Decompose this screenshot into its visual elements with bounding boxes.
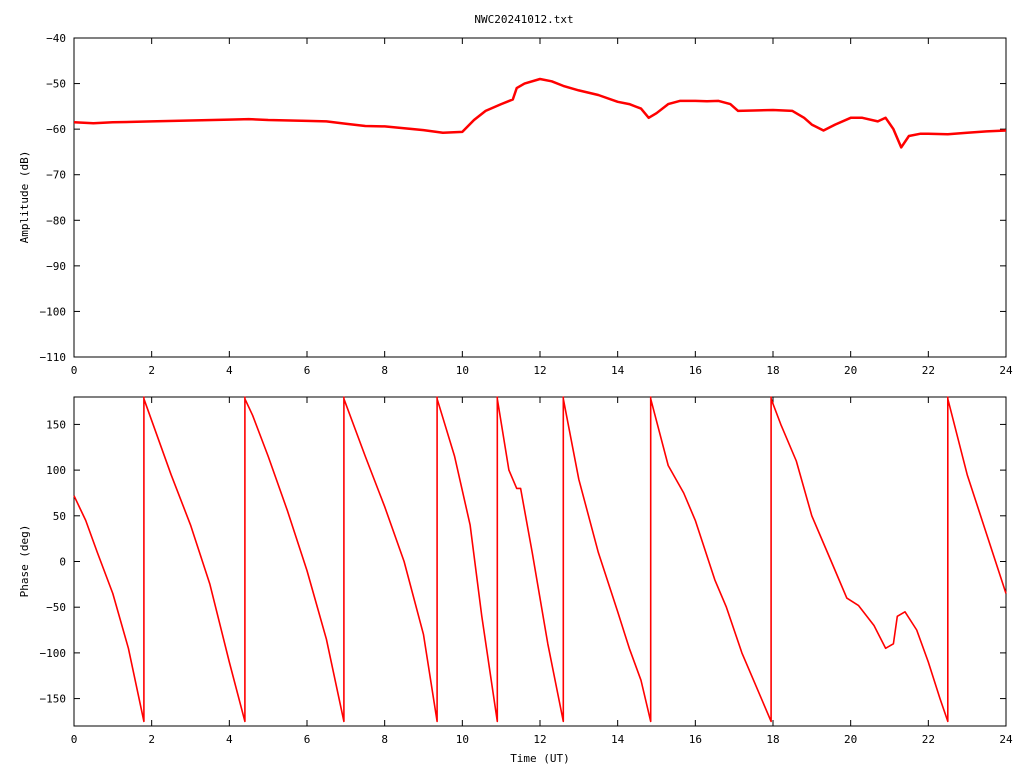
phase-x-tick-label: 14	[611, 733, 625, 746]
phase-x-tick-label: 12	[533, 733, 546, 746]
phase-y-tick-label: 0	[59, 556, 66, 569]
phase-x-tick-label: 22	[922, 733, 935, 746]
amplitude-x-tick-label: 14	[611, 364, 625, 377]
amplitude-x-tick-label: 12	[533, 364, 546, 377]
amplitude-x-tick-label: 0	[71, 364, 78, 377]
amplitude-x-tick-label: 4	[226, 364, 233, 377]
phase-x-tick-label: 20	[844, 733, 857, 746]
amplitude-x-tick-label: 10	[456, 364, 469, 377]
amplitude-x-tick-label: 6	[304, 364, 311, 377]
amplitude-y-tick-label: −90	[46, 260, 66, 273]
phase-y-tick-label: −150	[40, 693, 67, 706]
phase-series-line	[73, 396, 1007, 723]
phase-x-tick-label: 10	[456, 733, 469, 746]
phase-x-tick-label: 4	[226, 733, 233, 746]
amplitude-series-line	[73, 77, 1007, 149]
phase-x-tick-label: 18	[766, 733, 779, 746]
amplitude-y-tick-label: −110	[40, 351, 67, 364]
amplitude-y-tick-label: −50	[46, 78, 66, 91]
amplitude-x-tick-label: 18	[766, 364, 779, 377]
phase-x-tick-label: 16	[689, 733, 702, 746]
phase-y-tick-label: 100	[46, 464, 66, 477]
amplitude-y-tick-label: −100	[40, 305, 67, 318]
amplitude-y-tick-label: −80	[46, 214, 66, 227]
amplitude-x-tick-label: 22	[922, 364, 935, 377]
phase-y-axis-label: Phase (deg)	[18, 525, 31, 598]
amplitude-x-tick-label: 16	[689, 364, 702, 377]
amplitude-x-tick-label: 2	[148, 364, 155, 377]
phase-y-tick-label: 50	[53, 510, 66, 523]
phase-panel: Phase (deg) Time (UT) 0 2 4 6 8 10 12 14 16 18 20 2…	[18, 396, 1013, 765]
amplitude-y-tick-label: −40	[46, 32, 66, 45]
amplitude-x-tick-label: 8	[381, 364, 388, 377]
phase-x-tick-label: 8	[381, 733, 388, 746]
amplitude-y-axis-label: Amplitude (dB)	[18, 151, 31, 244]
phase-x-tick-label: 0	[71, 733, 78, 746]
phase-x-axis-label: Time (UT)	[510, 752, 570, 765]
phase-x-tick-label: 2	[148, 733, 155, 746]
amplitude-plot-frame	[73, 37, 1007, 358]
amplitude-panel: Amplitude (dB) 0 2 4 6 8 10 12 14 16 18 20 22 24−110…	[18, 32, 1013, 377]
amplitude-x-tick-label: 24	[999, 364, 1013, 377]
phase-y-tick-label: −100	[40, 647, 67, 660]
amplitude-y-tick-label: −60	[46, 123, 66, 136]
amplitude-x-tick-label: 20	[844, 364, 857, 377]
phase-y-tick-label: 150	[46, 418, 66, 431]
phase-x-tick-label: 24	[999, 733, 1013, 746]
phase-y-tick-label: −50	[46, 601, 66, 614]
phase-x-tick-label: 6	[304, 733, 311, 746]
chart-title: NWC20241012.txt	[474, 13, 573, 26]
phase-plot-frame	[73, 396, 1007, 727]
amplitude-y-tick-label: −70	[46, 169, 66, 182]
